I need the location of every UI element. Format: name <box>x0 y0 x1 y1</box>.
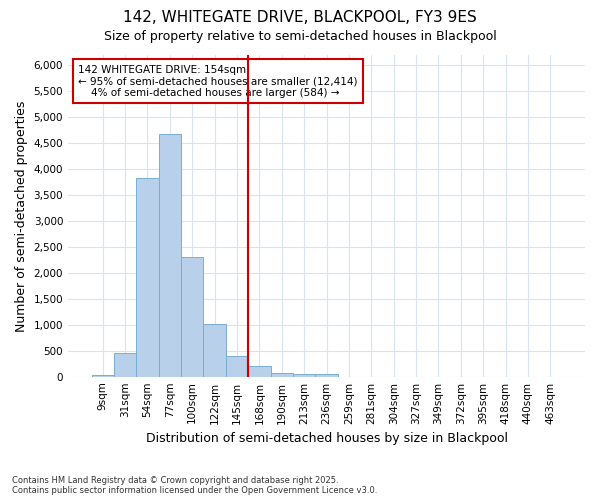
Text: Size of property relative to semi-detached houses in Blackpool: Size of property relative to semi-detach… <box>104 30 496 43</box>
Bar <box>114 353 136 376</box>
Bar <box>316 374 338 376</box>
Y-axis label: Number of semi-detached properties: Number of semi-detached properties <box>15 100 28 332</box>
Text: Contains HM Land Registry data © Crown copyright and database right 2025.
Contai: Contains HM Land Registry data © Crown c… <box>12 476 377 495</box>
Bar <box>271 372 293 376</box>
X-axis label: Distribution of semi-detached houses by size in Blackpool: Distribution of semi-detached houses by … <box>146 432 508 445</box>
Text: 142, WHITEGATE DRIVE, BLACKPOOL, FY3 9ES: 142, WHITEGATE DRIVE, BLACKPOOL, FY3 9ES <box>123 10 477 25</box>
Bar <box>226 356 248 376</box>
Bar <box>203 324 226 376</box>
Bar <box>158 134 181 376</box>
Bar <box>293 374 316 376</box>
Text: 142 WHITEGATE DRIVE: 154sqm
← 95% of semi-detached houses are smaller (12,414)
 : 142 WHITEGATE DRIVE: 154sqm ← 95% of sem… <box>79 64 358 98</box>
Bar <box>181 258 203 376</box>
Bar <box>136 178 158 376</box>
Bar <box>248 366 271 376</box>
